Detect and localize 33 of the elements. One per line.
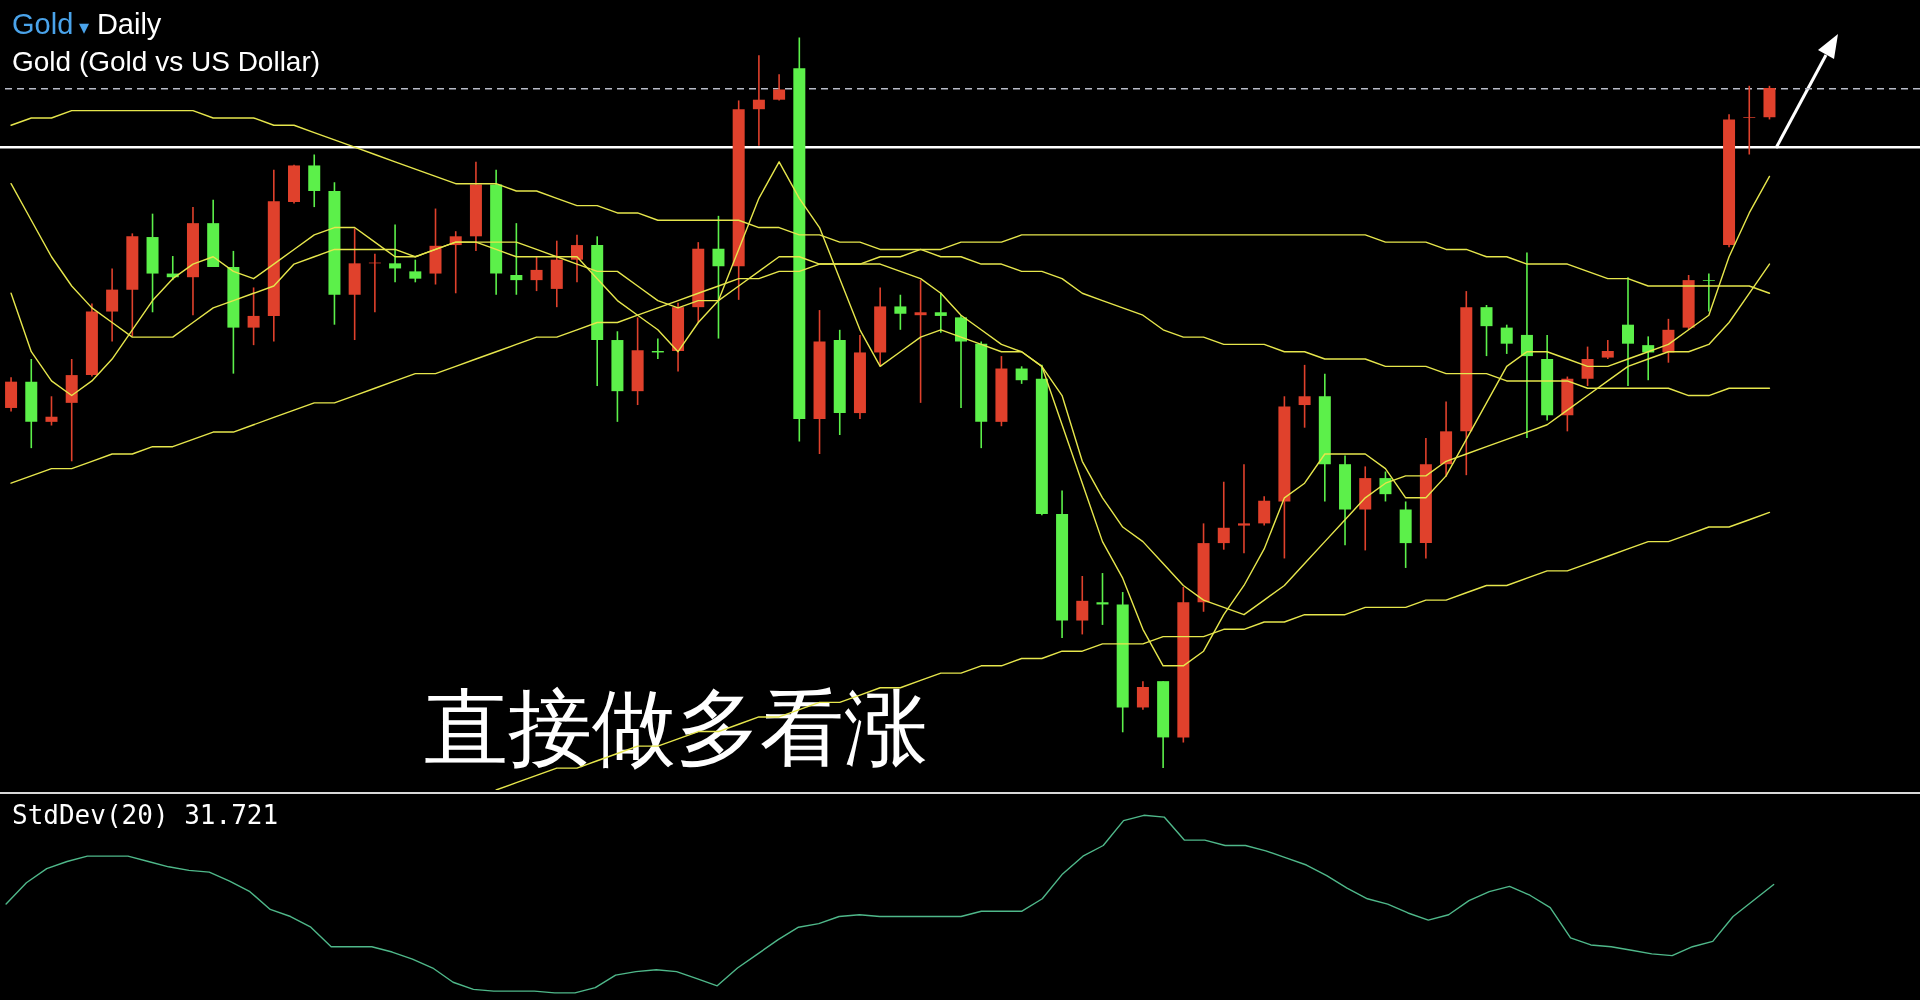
candlestick bbox=[773, 73, 786, 102]
candlestick bbox=[1500, 323, 1513, 355]
candlestick bbox=[712, 215, 725, 340]
candlestick bbox=[1258, 495, 1271, 527]
chart-subtitle: Gold (Gold vs US Dollar) bbox=[12, 46, 321, 78]
candlestick bbox=[1076, 575, 1089, 636]
candlestick bbox=[1581, 345, 1594, 387]
candlestick bbox=[1601, 339, 1614, 360]
candlestick bbox=[45, 395, 58, 427]
candlestick bbox=[1702, 272, 1715, 313]
chart-title: Gold ▾ Daily bbox=[12, 8, 162, 40]
chart-title: StdDev(20) 31.721 bbox=[12, 800, 279, 830]
candlestick bbox=[1096, 572, 1109, 626]
candlestick bbox=[1298, 364, 1311, 429]
candlestick bbox=[1237, 463, 1250, 555]
candlestick bbox=[894, 293, 907, 331]
candlestick bbox=[510, 222, 523, 296]
candlestick bbox=[570, 234, 583, 284]
candlestick bbox=[1520, 251, 1533, 439]
candlestick bbox=[914, 279, 927, 404]
candlestick bbox=[1379, 470, 1392, 503]
candlestick bbox=[389, 223, 402, 284]
candlestick bbox=[1621, 276, 1634, 387]
candlestick bbox=[409, 258, 422, 284]
candlestick bbox=[752, 54, 765, 147]
candlestick bbox=[106, 267, 119, 343]
candlestick bbox=[247, 286, 260, 346]
candlestick bbox=[1743, 85, 1756, 156]
candlestick bbox=[1217, 480, 1230, 551]
candlestick bbox=[530, 255, 543, 292]
candlestick bbox=[1136, 680, 1149, 711]
candlestick bbox=[934, 291, 947, 334]
candlestick bbox=[1480, 304, 1493, 357]
